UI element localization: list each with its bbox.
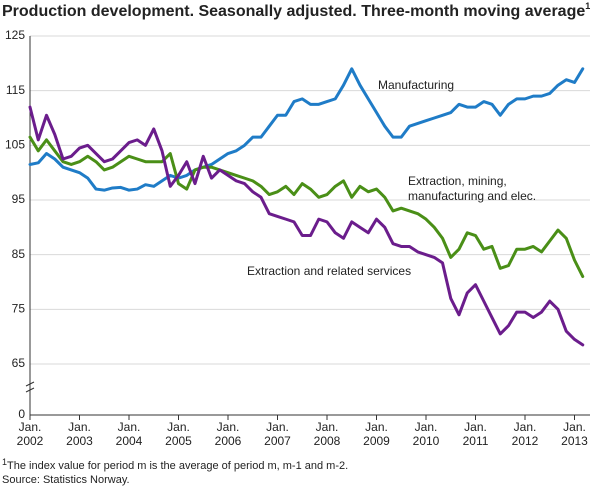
x-tick-label: Jan. 2007 [264, 420, 291, 448]
x-tick-label: Jan. 2009 [363, 420, 390, 448]
source: Source: Statistics Norway. [2, 474, 130, 486]
x-tick-label: Jan. 2011 [463, 420, 489, 448]
title-text: Production development. Seasonally adjus… [2, 3, 585, 20]
y-tick-label: 85 [12, 247, 26, 261]
y-tick-label: 0 [18, 407, 25, 421]
y-tick-label: 65 [12, 356, 26, 370]
series-line [28, 105, 585, 347]
x-tick-label: Jan. 2008 [314, 420, 341, 448]
x-tick-label: Jan. 2002 [17, 420, 44, 448]
series-label: Extraction and related services [247, 264, 411, 278]
y-tick-label: 115 [6, 83, 25, 97]
x-tick-label: Jan. 2003 [66, 420, 93, 448]
axis-break [25, 381, 35, 393]
footnote-text: The index value for period m is the aver… [7, 460, 348, 472]
footnote: 1The index value for period m is the ave… [2, 457, 348, 472]
x-tick-label: Jan. 2013 [561, 420, 588, 448]
y-tick-label: 95 [12, 192, 26, 206]
footnote-marker: 1 [2, 457, 7, 467]
series-line [28, 135, 585, 279]
y-tick-label: 105 [5, 138, 25, 152]
series-label: Manufacturing [378, 78, 454, 92]
y-tick-label: 75 [12, 302, 26, 316]
x-tick-label: Jan. 2012 [512, 420, 539, 448]
x-tick-label: Jan. 2006 [215, 420, 242, 448]
x-tick-label: Jan. 2004 [116, 420, 143, 448]
series-label: Extraction, mining, manufacturing and ele… [408, 174, 536, 203]
series-line [28, 67, 585, 192]
y-tick-label: 125 [5, 28, 25, 42]
x-tick-label: Jan. 2010 [413, 420, 440, 448]
x-tick-label: Jan. 2005 [165, 420, 192, 448]
title-note-marker: 1 [585, 1, 590, 11]
chart-title: Production development. Seasonally adjus… [2, 1, 590, 20]
